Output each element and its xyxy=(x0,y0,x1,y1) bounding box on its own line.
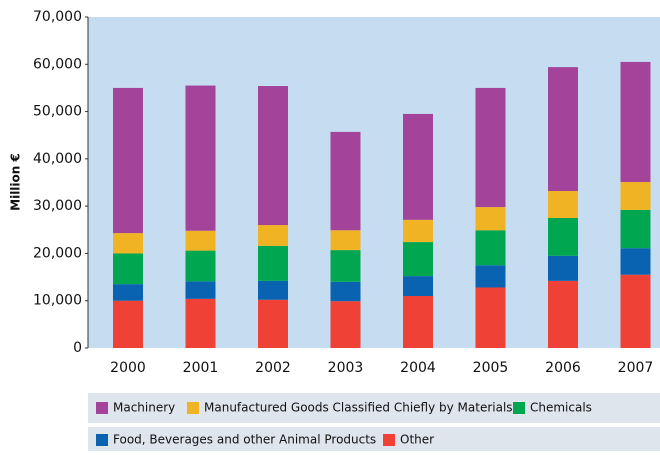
legend-row xyxy=(88,393,660,423)
x-tick-label: 2005 xyxy=(473,360,509,376)
y-tick-label: 70,000 xyxy=(33,9,82,25)
legend-label: Food, Beverages and other Animal Product… xyxy=(113,433,376,447)
y-tick-label: 0 xyxy=(73,340,82,356)
y-tick-label: 10,000 xyxy=(33,293,82,309)
legend-swatch xyxy=(96,402,108,414)
bar-segment xyxy=(620,61,651,183)
bar-segment xyxy=(330,281,361,302)
bar-segment xyxy=(330,230,361,251)
bar-segment xyxy=(258,299,288,348)
bar-segment xyxy=(185,85,216,231)
bar-segment xyxy=(620,182,651,210)
legend-label: Manufactured Goods Classified Chiefly by… xyxy=(204,401,513,415)
bar-segment xyxy=(475,230,506,266)
bar-segment xyxy=(330,301,361,348)
bar-segment xyxy=(548,255,578,281)
legend-swatch xyxy=(96,434,108,446)
bar-segment xyxy=(403,113,433,220)
bar-segment xyxy=(620,248,651,275)
bar-segment xyxy=(258,245,288,281)
bar-segment xyxy=(113,233,143,254)
bar-segment xyxy=(620,209,651,249)
bar-segment xyxy=(258,225,288,246)
bar-segment xyxy=(113,87,143,234)
x-tick-label: 2006 xyxy=(545,360,581,376)
bar-segment xyxy=(403,276,433,296)
bar-segment xyxy=(185,230,216,251)
bar-segment xyxy=(258,280,288,300)
y-tick-label: 20,000 xyxy=(33,245,82,261)
y-tick-label: 50,000 xyxy=(33,104,82,120)
bar-segment xyxy=(475,207,506,231)
bar-segment xyxy=(620,274,651,348)
bar-segment xyxy=(258,86,288,226)
bar-segment xyxy=(548,217,578,256)
bar-segment xyxy=(113,253,143,285)
x-tick-label: 2003 xyxy=(328,360,364,376)
bar-segment xyxy=(185,298,216,348)
legend-label: Chemicals xyxy=(530,401,592,415)
legend-row xyxy=(88,427,660,451)
bar-segment xyxy=(475,287,506,348)
bar-segment xyxy=(475,265,506,288)
bar-segment xyxy=(475,87,506,208)
bar-segment xyxy=(113,284,143,301)
legend-swatch xyxy=(187,402,199,414)
bar-segment xyxy=(403,219,433,243)
bar-segment xyxy=(113,300,143,348)
x-tick-label: 2001 xyxy=(183,360,219,376)
bar-segment xyxy=(330,131,361,231)
x-tick-label: 2004 xyxy=(400,360,436,376)
bar-segment xyxy=(185,250,216,282)
bar-segment xyxy=(185,281,216,299)
legend-label: Machinery xyxy=(113,401,175,415)
bar-segment xyxy=(548,191,578,218)
bar-segment xyxy=(330,250,361,282)
legend-label: Other xyxy=(400,433,434,447)
x-tick-label: 2007 xyxy=(618,360,654,376)
x-tick-label: 2000 xyxy=(110,360,146,376)
legend-swatch xyxy=(383,434,395,446)
y-tick-label: 30,000 xyxy=(33,198,82,214)
legend-swatch xyxy=(513,402,525,414)
y-tick-label: 40,000 xyxy=(33,151,82,167)
bar-segment xyxy=(403,295,433,348)
y-tick-label: 60,000 xyxy=(33,56,82,72)
bar-segment xyxy=(548,280,578,348)
y-axis-label: Million € xyxy=(9,153,23,211)
x-tick-label: 2002 xyxy=(255,360,291,376)
bar-segment xyxy=(403,242,433,277)
bar-segment xyxy=(548,67,578,192)
